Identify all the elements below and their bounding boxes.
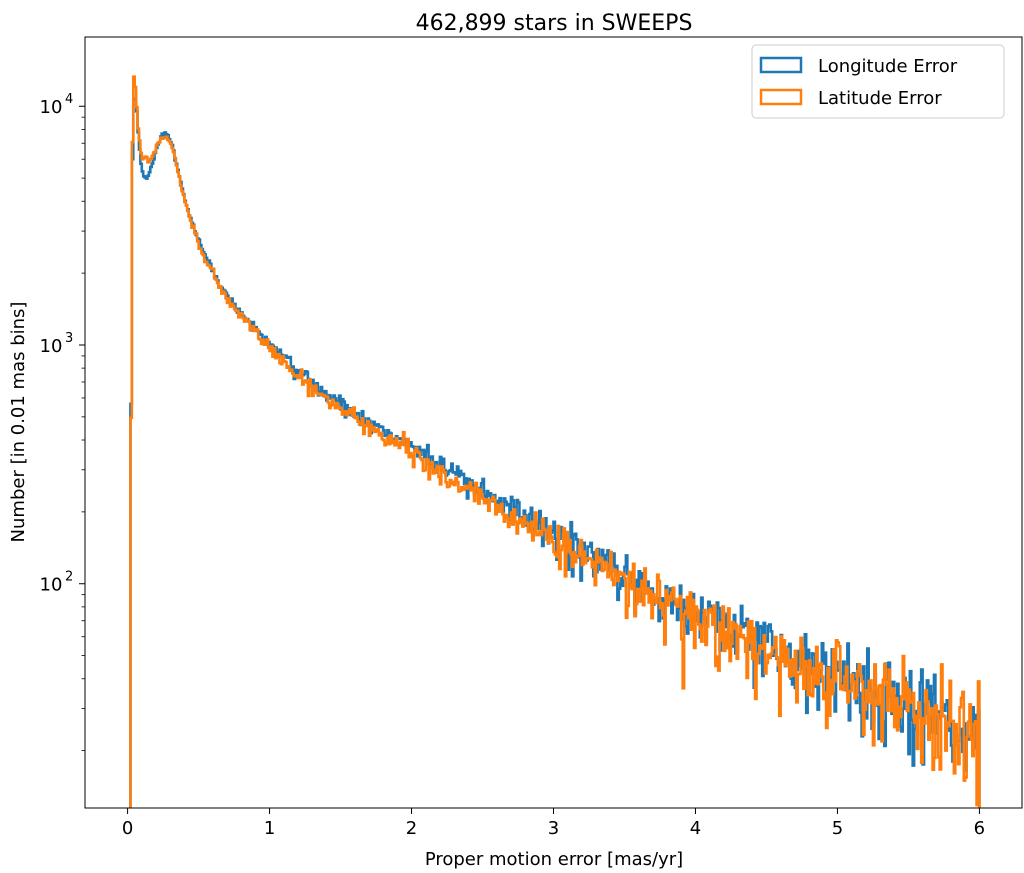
y-tick-label: 10 — [40, 97, 63, 118]
legend-label-longitude: Longitude Error — [818, 56, 958, 77]
legend-swatch-latitude — [759, 88, 803, 106]
legend-box — [751, 44, 1005, 119]
x-tick-label: 1 — [264, 818, 275, 839]
x-tick-label: 6 — [974, 818, 985, 839]
series-line-longitude — [129, 97, 981, 808]
chart-title: 462,899 stars in SWEEPS — [416, 11, 693, 36]
legend-swatch-longitude — [759, 56, 803, 74]
x-tick-label: 0 — [122, 818, 133, 839]
y-tick-label: 10 — [40, 575, 63, 596]
legend: Longitude Error Latitude Error — [751, 44, 1005, 119]
x-tick-label: 4 — [690, 818, 701, 839]
y-tick-exponent: 3 — [65, 331, 73, 346]
y-axis-label: Number [in 0.01 mas bins] — [8, 302, 29, 543]
x-tick-label: 3 — [548, 818, 559, 839]
x-tick-label: 5 — [832, 818, 843, 839]
y-tick-exponent: 2 — [65, 570, 73, 585]
series-line-latitude — [129, 75, 981, 808]
y-tick-exponent: 4 — [65, 92, 73, 107]
plot-area — [129, 75, 981, 808]
x-axis-label: Proper motion error [mas/yr] — [425, 849, 683, 870]
y-tick-label: 10 — [40, 336, 63, 357]
x-axis: 0 1 2 3 4 5 6 — [122, 808, 985, 839]
x-tick-label: 2 — [406, 818, 417, 839]
legend-label-latitude: Latitude Error — [818, 88, 942, 109]
